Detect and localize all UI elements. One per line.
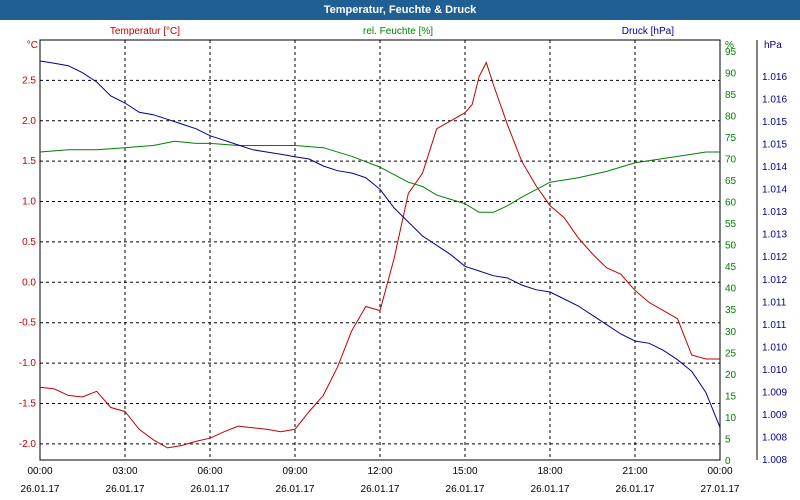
y-tick-humidity: 45 xyxy=(725,262,737,273)
y-tick-pressure: 1.010 xyxy=(762,365,787,376)
series-line-pressure xyxy=(39,60,721,428)
x-tick-time: 06:00 xyxy=(197,466,222,477)
y-tick-pressure: 1.014 xyxy=(762,162,787,173)
y-tick-pressure: 1.013 xyxy=(762,230,787,241)
y-tick-pressure: 1.015 xyxy=(762,117,787,128)
y-tick-humidity: 5 xyxy=(725,434,731,445)
x-tick-time: 15:00 xyxy=(452,466,477,477)
y-tick-humidity: 25 xyxy=(725,348,737,359)
y-tick-temperature: -1.5 xyxy=(19,398,37,409)
y-tick-humidity: 70 xyxy=(725,154,737,165)
y-tick-humidity: 35 xyxy=(725,305,737,316)
legend-temperature: Temperatur [°C] xyxy=(110,26,180,37)
y-tick-pressure: 1.010 xyxy=(762,342,787,353)
y-tick-pressure: 1.012 xyxy=(762,275,787,286)
y-tick-humidity: 0 xyxy=(725,456,731,467)
y-tick-pressure: 1.014 xyxy=(762,185,787,196)
y-tick-humidity: 20 xyxy=(725,370,737,381)
y-tick-humidity: 85 xyxy=(725,90,737,101)
x-tick-time: 03:00 xyxy=(112,466,137,477)
y-tick-temperature: -1.0 xyxy=(19,358,37,369)
series-line-temperature xyxy=(39,61,720,449)
y-tick-humidity: 40 xyxy=(725,284,737,295)
x-tick-time: 09:00 xyxy=(282,466,307,477)
y-tick-pressure: 1.011 xyxy=(762,320,787,331)
x-tick-date: 26.01.17 xyxy=(276,484,315,495)
y-tick-humidity: 60 xyxy=(725,198,737,209)
x-tick-time: 21:00 xyxy=(622,466,647,477)
y-tick-temperature: 1.0 xyxy=(22,197,36,208)
y-tick-temperature: 2.5 xyxy=(22,75,36,86)
y-tick-humidity: 10 xyxy=(725,413,737,424)
y-tick-pressure: 1.012 xyxy=(762,252,787,263)
x-tick-date: 26.01.17 xyxy=(531,484,570,495)
y-tick-temperature: 1.5 xyxy=(22,156,36,167)
y-tick-humidity: 90 xyxy=(725,68,737,79)
y-tick-pressure: 1.013 xyxy=(762,207,787,218)
y-tick-humidity: 80 xyxy=(725,111,737,122)
y-tick-pressure: 1.008 xyxy=(762,455,787,466)
x-tick-time: 00:00 xyxy=(27,466,52,477)
x-tick-date: 26.01.17 xyxy=(361,484,400,495)
x-tick-date: 26.01.17 xyxy=(21,484,60,495)
y-tick-temperature: -0.5 xyxy=(19,318,37,329)
y-tick-pressure: 1.009 xyxy=(762,410,787,421)
y-unit-humidity: % xyxy=(725,40,734,51)
x-tick-date: 26.01.17 xyxy=(106,484,145,495)
y-tick-temperature: 2.0 xyxy=(22,116,36,127)
y-tick-pressure: 1.015 xyxy=(762,140,787,151)
window-title: Temperatur, Feuchte & Druck xyxy=(0,0,800,20)
y-tick-humidity: 15 xyxy=(725,391,737,402)
x-tick-time: 18:00 xyxy=(537,466,562,477)
y-unit-pressure: hPa xyxy=(764,40,782,51)
y-tick-pressure: 1.011 xyxy=(762,297,787,308)
y-tick-humidity: 50 xyxy=(725,241,737,252)
y-tick-temperature: 0.0 xyxy=(22,277,36,288)
x-tick-date: 26.01.17 xyxy=(446,484,485,495)
x-tick-date: 26.01.17 xyxy=(616,484,655,495)
legend-pressure: Druck [hPa] xyxy=(622,26,674,37)
y-tick-humidity: 75 xyxy=(725,133,737,144)
y-tick-pressure: 1.009 xyxy=(762,387,787,398)
legend-humidity: rel. Feuchte [%] xyxy=(363,26,433,37)
x-tick-time: 00:00 xyxy=(707,466,732,477)
y-tick-pressure: 1.008 xyxy=(762,432,787,443)
y-tick-temperature: -2.0 xyxy=(19,439,37,450)
y-tick-temperature: 0.5 xyxy=(22,237,36,248)
y-tick-pressure: 1.016 xyxy=(762,72,787,83)
y-tick-humidity: 30 xyxy=(725,327,737,338)
x-tick-time: 12:00 xyxy=(367,466,392,477)
series-line-humidity xyxy=(39,140,720,213)
y-tick-humidity: 95 xyxy=(725,47,737,58)
y-tick-pressure: 1.016 xyxy=(762,95,787,106)
y-unit-temperature: °C xyxy=(27,40,38,51)
x-tick-date: 26.01.17 xyxy=(191,484,230,495)
y-tick-humidity: 65 xyxy=(725,176,737,187)
y-tick-humidity: 55 xyxy=(725,219,737,230)
x-tick-date: 27.01.17 xyxy=(701,484,740,495)
